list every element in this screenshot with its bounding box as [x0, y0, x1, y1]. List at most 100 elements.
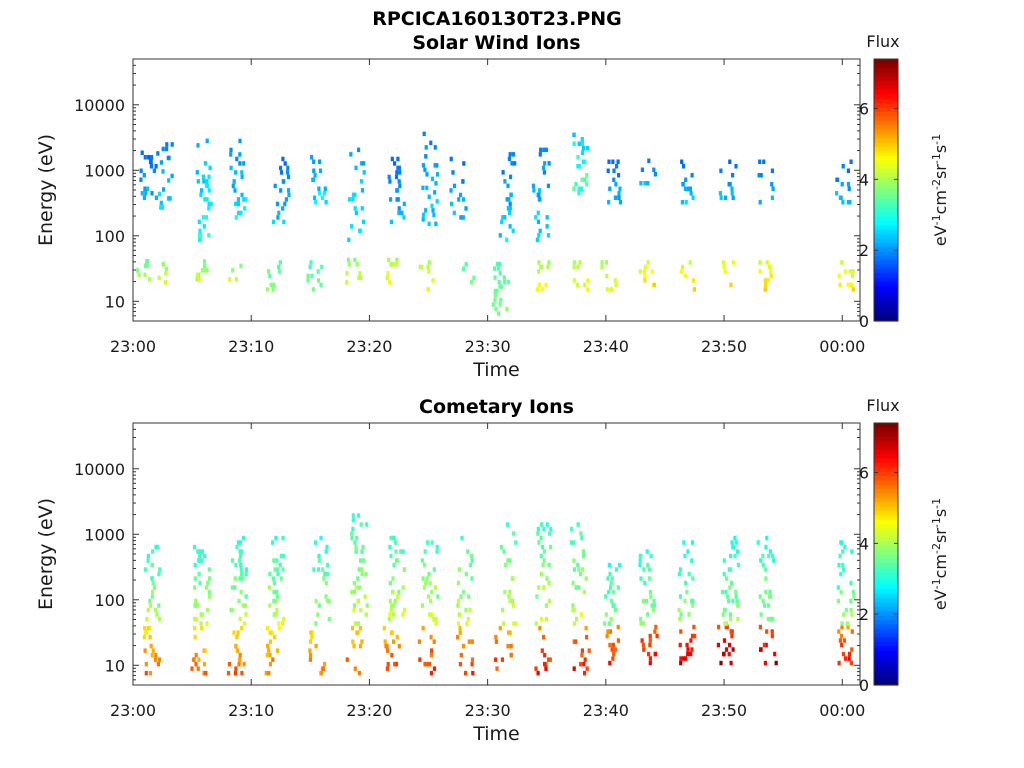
heat-cell — [461, 179, 465, 184]
heat-cell — [609, 580, 613, 586]
heat-cell — [767, 603, 771, 608]
heat-cell — [678, 642, 682, 648]
heat-cell — [461, 266, 465, 272]
heat-cell — [722, 651, 726, 657]
heat-cell — [539, 616, 544, 622]
heat-cell — [544, 666, 548, 671]
heat-cell — [680, 159, 684, 164]
heat-cell — [353, 666, 357, 671]
heat-cell — [428, 612, 432, 617]
heat-cell — [653, 651, 657, 657]
heat-cell — [690, 633, 695, 639]
heat-cell — [198, 580, 202, 586]
heat-cell — [238, 616, 242, 622]
heat-cell — [686, 186, 691, 191]
heat-cell — [505, 237, 509, 243]
heat-cell — [841, 562, 845, 568]
heat-cell — [850, 273, 855, 279]
heat-cell — [467, 639, 471, 644]
heat-cell — [279, 170, 284, 175]
colorbar-segment — [874, 63, 898, 69]
heat-cell — [389, 197, 393, 202]
colorbar-label-unit: s — [931, 509, 950, 517]
heat-cell — [647, 158, 651, 163]
heat-cell — [430, 540, 434, 545]
colorbar-tick-label: 2 — [859, 241, 869, 260]
heat-cell — [458, 661, 462, 667]
heat-cell — [508, 630, 512, 635]
heat-cell — [383, 639, 387, 644]
heat-cell — [724, 589, 728, 595]
heat-cell — [729, 553, 733, 559]
colorbar-segment — [874, 588, 898, 594]
heat-cell — [196, 603, 200, 608]
heat-cell — [761, 562, 765, 568]
heat-cell — [757, 173, 761, 178]
heat-cell — [239, 567, 243, 572]
heat-cell — [145, 616, 149, 622]
heat-cell — [277, 269, 281, 274]
heat-cell — [729, 629, 733, 634]
heat-cell — [572, 666, 576, 671]
heat-cell — [679, 269, 683, 274]
y-tick-label: 10000 — [74, 96, 125, 115]
colorbar-tick-label: 0 — [859, 312, 869, 331]
heat-cell — [763, 287, 767, 292]
heat-cell — [238, 652, 242, 658]
heat-cell — [398, 183, 402, 189]
heat-cell — [229, 152, 233, 157]
heat-cell — [582, 661, 586, 667]
heat-cell — [537, 197, 541, 202]
x-tick-label: 00:00 — [819, 337, 865, 356]
heat-cell — [586, 287, 590, 292]
heat-cell — [585, 182, 589, 187]
heat-cell — [758, 159, 762, 164]
heat-cell — [725, 594, 730, 599]
heat-cell — [391, 576, 395, 581]
heat-cell — [839, 633, 844, 639]
heat-cell — [604, 260, 609, 265]
heat-cell — [606, 168, 610, 173]
heat-cell — [470, 639, 474, 644]
heat-cell — [157, 275, 161, 281]
heat-cell — [395, 197, 399, 202]
heat-cell — [465, 621, 469, 626]
heat-cell — [207, 206, 211, 211]
heat-cell — [761, 598, 765, 604]
heat-cell — [312, 159, 316, 164]
heat-cell — [142, 634, 146, 640]
heat-cell — [493, 288, 497, 294]
heat-cell — [146, 558, 150, 563]
colorbar-segment — [874, 155, 898, 161]
colorbar-segment — [874, 159, 898, 165]
heat-cell — [542, 549, 546, 554]
heat-cell — [286, 165, 290, 171]
heat-cell — [759, 647, 763, 652]
heat-cell — [196, 179, 200, 184]
heat-cell — [395, 170, 399, 175]
colorbar-segment — [874, 580, 898, 586]
heat-cell — [724, 624, 728, 630]
heat-cell — [539, 553, 543, 559]
colorbar-segment — [874, 497, 898, 503]
heat-cell — [282, 219, 286, 225]
heat-cell — [281, 179, 285, 184]
heat-cell — [356, 513, 361, 518]
heat-cell — [395, 188, 399, 193]
heat-cell — [456, 598, 461, 604]
heat-cell — [310, 634, 314, 640]
heat-cell — [838, 282, 842, 288]
colorbar-segment — [874, 181, 898, 187]
heat-cell — [154, 195, 158, 200]
heat-cell — [143, 567, 148, 572]
heat-cell — [306, 278, 310, 283]
heat-cell — [511, 576, 515, 581]
heat-cell — [542, 147, 546, 153]
heat-cell — [847, 656, 851, 661]
heat-cell — [542, 585, 546, 590]
heat-cell — [353, 206, 357, 211]
colorbar-segment — [874, 514, 898, 520]
heat-cell — [585, 666, 589, 671]
heat-cell — [317, 558, 321, 563]
heat-cell — [536, 210, 540, 216]
